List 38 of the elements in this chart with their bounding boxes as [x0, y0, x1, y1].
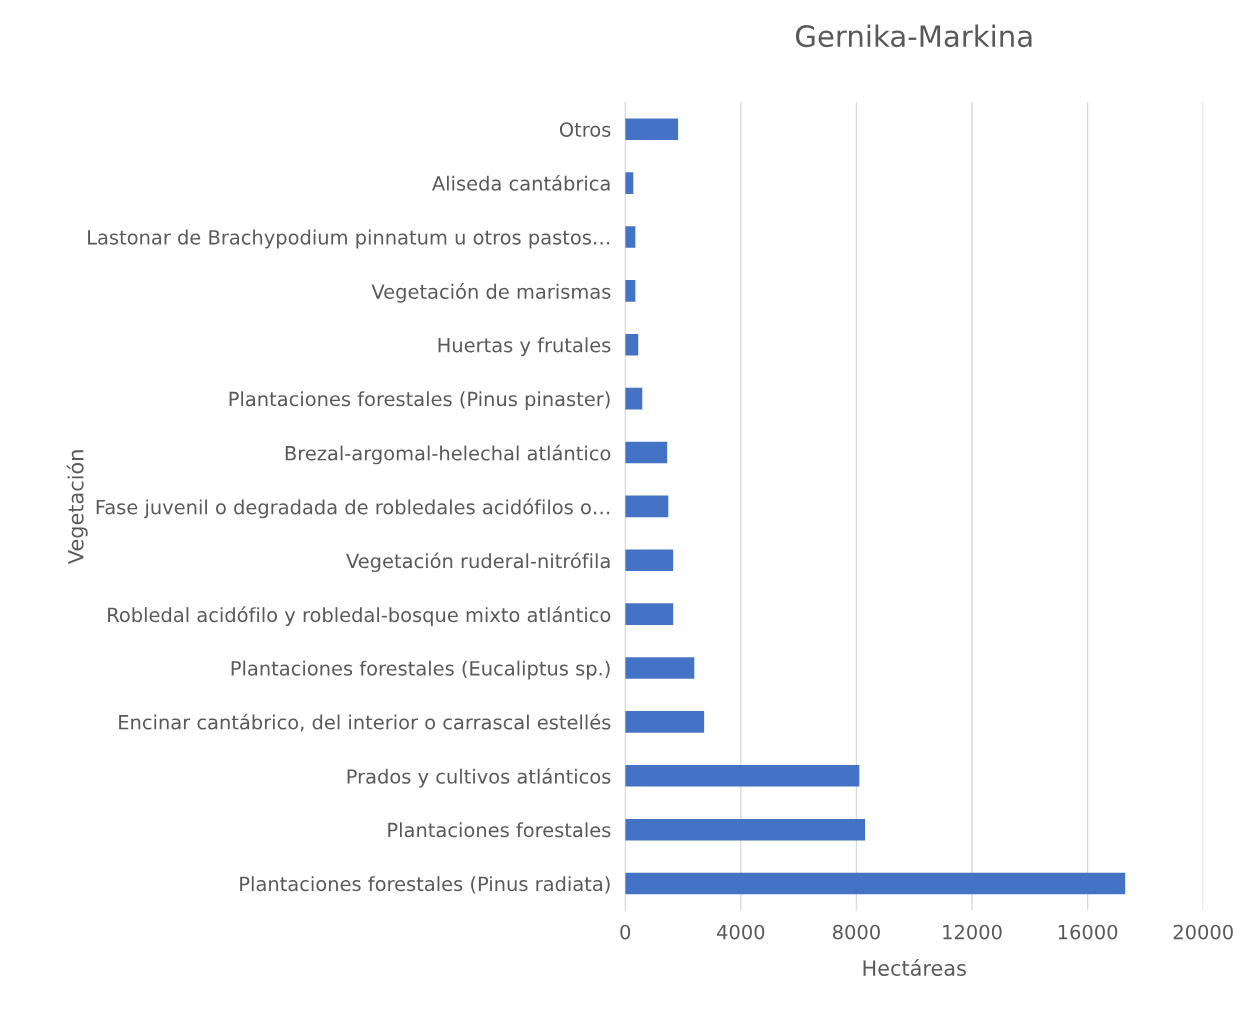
y-tick-label: Vegetación de marismas [371, 283, 611, 303]
y-tick-label: Fase juvenil o degradada de robledales acidófilos o… [96, 498, 610, 519]
y-tick-label: Lastonar de Brachypodium pinnatum u otros pastos… [88, 229, 610, 249]
bar [625, 333, 639, 356]
bar [625, 495, 669, 518]
x-tick-label: 16000 [1058, 924, 1118, 940]
x-tick-label: 4000 [717, 924, 765, 940]
bar [625, 818, 866, 841]
y-axis-title: Vegetación [66, 450, 88, 565]
x-tick-label: 0 [620, 924, 631, 940]
y-tick-label: Robledal acidófilo y robledal-bosque mixto atlántico [108, 606, 611, 626]
bar [625, 872, 1126, 895]
x-tick-label: 20000 [1173, 924, 1233, 940]
bar [625, 549, 674, 572]
y-tick-label: Otros [559, 122, 611, 137]
y-tick-label: Vegetación ruderal-nitrófila [346, 552, 610, 573]
y-tick-label: Huertas y frutales [438, 337, 611, 357]
y-tick-label: Plantaciones forestales (Eucaliptus sp.) [231, 660, 610, 680]
y-tick-label: Brezal-argomal-helechal atlántico [285, 444, 611, 465]
bar [625, 711, 705, 733]
bar [625, 657, 695, 679]
bar [625, 280, 636, 302]
y-tick-label: Prados y cultivos atlánticos [347, 768, 611, 788]
bar [625, 603, 674, 625]
y-tick-label: Plantaciones forestales [388, 822, 611, 838]
bar [625, 118, 679, 141]
y-tick-label: Aliseda cantábrica [432, 174, 610, 191]
x-tick-label: 12000 [943, 924, 1002, 940]
chart-title: Gernika-Markina [795, 24, 1032, 48]
bar [625, 765, 860, 787]
y-tick-label: Plantaciones forestales (Pinus pinaster) [229, 391, 610, 411]
y-tick-label: Plantaciones forestales (Pinus radiata) [240, 876, 610, 894]
bar [625, 441, 668, 464]
y-tick-label: Encinar cantábrico, del interior o carrascal estellés [119, 713, 611, 732]
bar [625, 226, 636, 248]
bar [625, 387, 643, 410]
x-axis-title: Hectáreas [863, 959, 966, 976]
x-tick-label: 8000 [833, 924, 880, 940]
